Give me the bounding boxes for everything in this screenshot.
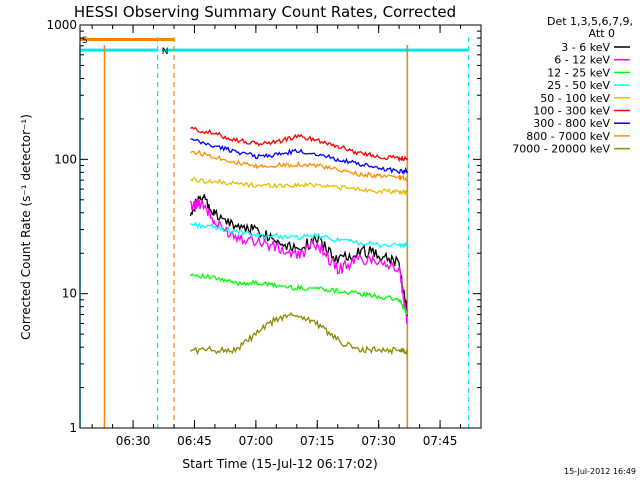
- series-line-2: [189, 272, 408, 315]
- x-axis-label: Start Time (15-Jul-12 06:17:02): [182, 456, 378, 471]
- legend-label-3: 25 - 50 keV: [547, 79, 610, 92]
- x-axis-ticks: 06:30 06:45 07:00 07:15 07:30 07:45: [91, 25, 482, 448]
- x-tick-label-4: 07:30: [361, 434, 396, 448]
- y-axis-label: Corrected Count Rate (s⁻¹ detector⁻¹): [19, 114, 33, 340]
- legend-label-5: 100 - 300 keV: [533, 105, 610, 118]
- series-line-6: [190, 138, 408, 176]
- legend-label-2: 12 - 25 keV: [547, 66, 610, 79]
- series-line-4: [190, 176, 408, 196]
- y-axis-ticks: 1 10 100 1000: [46, 18, 481, 435]
- series-line-0: [189, 194, 408, 317]
- series-line-7: [190, 149, 408, 182]
- legend-label-6: 300 - 800 keV: [533, 117, 610, 130]
- series-line-3: [190, 221, 408, 249]
- x-tick-label-0: 06:30: [116, 434, 151, 448]
- plot-layer: SN: [79, 36, 470, 428]
- y-tick-label-1: 10: [62, 287, 77, 301]
- legend-label-7: 800 - 7000 keV: [526, 130, 610, 143]
- x-tick-label-5: 07:45: [423, 434, 458, 448]
- plot-frame: [79, 24, 482, 429]
- legend-label-4: 50 - 100 keV: [540, 92, 610, 105]
- series-line-1: [189, 197, 408, 324]
- x-tick-label-3: 07:15: [300, 434, 335, 448]
- legend-label-1: 6 - 12 keV: [554, 54, 610, 67]
- x-tick-label-1: 06:45: [177, 434, 212, 448]
- series-line-8: [190, 311, 408, 356]
- y-tick-label-0: 1: [69, 421, 77, 435]
- legend-label-0: 3 - 6 keV: [561, 41, 610, 54]
- series-line-5: [189, 126, 408, 163]
- y-tick-label-3: 1000: [46, 18, 77, 32]
- legend-label-8: 7000 - 20000 keV: [512, 143, 610, 156]
- footer-date: 15-Jul-2012 16:49: [564, 467, 636, 476]
- legend-header-line1: Det 1,3,5,6,7,9,: [547, 15, 633, 28]
- flag-label-1: N: [162, 47, 169, 57]
- x-tick-label-2: 07:00: [239, 434, 274, 448]
- y-tick-label-2: 100: [54, 152, 77, 166]
- legend-header-line2: Att 0: [589, 27, 615, 40]
- flag-label-0: S: [82, 36, 88, 46]
- chart-title: HESSI Observing Summary Count Rates, Cor…: [74, 3, 456, 21]
